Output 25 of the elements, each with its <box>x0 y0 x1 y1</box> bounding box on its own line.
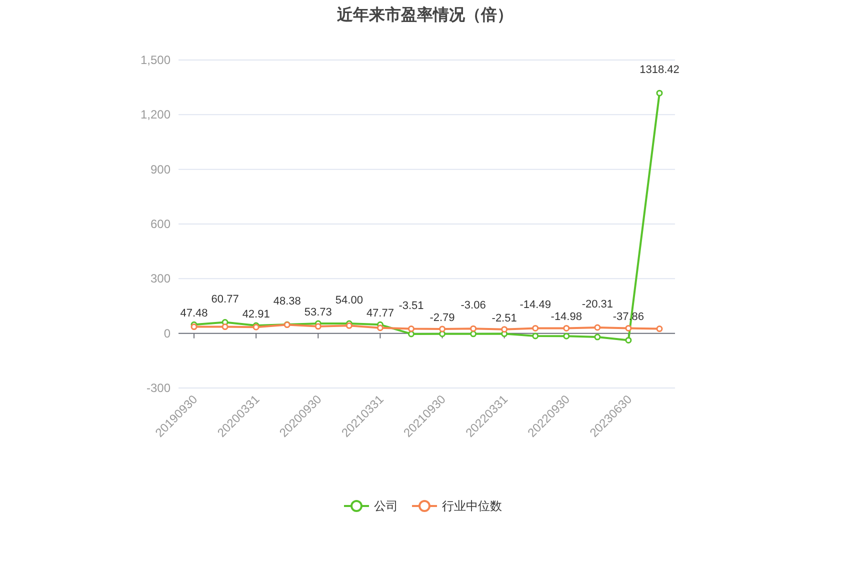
data-label: 1318.42 <box>640 64 680 76</box>
data-label: 60.77 <box>211 293 239 306</box>
data-label: 54.00 <box>335 294 363 306</box>
data-label: -3.06 <box>460 300 486 312</box>
data-label: -20.31 <box>582 298 614 310</box>
data-label: -14.49 <box>520 299 551 312</box>
y-tick-label: 300 <box>150 272 171 286</box>
y-tick-label: 900 <box>150 162 171 176</box>
data-label: 47.48 <box>180 308 208 320</box>
legend-label: 公司 <box>374 499 398 513</box>
data-label: 53.73 <box>304 306 332 319</box>
data-label: -3.51 <box>398 300 424 312</box>
y-tick-label: 0 <box>164 326 171 340</box>
y-tick-label: 1,500 <box>140 53 171 67</box>
y-tick-label: 1,200 <box>140 108 171 122</box>
data-label: 48.38 <box>273 296 301 308</box>
data-label: -14.98 <box>550 311 582 324</box>
legend-label: 行业中位数 <box>442 499 502 513</box>
data-label: -2.51 <box>492 312 517 324</box>
chart-title: 近年来市盈率情况（倍） <box>336 5 513 24</box>
data-label: 47.77 <box>366 308 394 320</box>
y-tick-label: -300 <box>146 381 171 395</box>
data-label: -2.79 <box>430 312 455 324</box>
data-label: 42.91 <box>242 308 270 321</box>
y-tick-label: 600 <box>150 217 171 231</box>
